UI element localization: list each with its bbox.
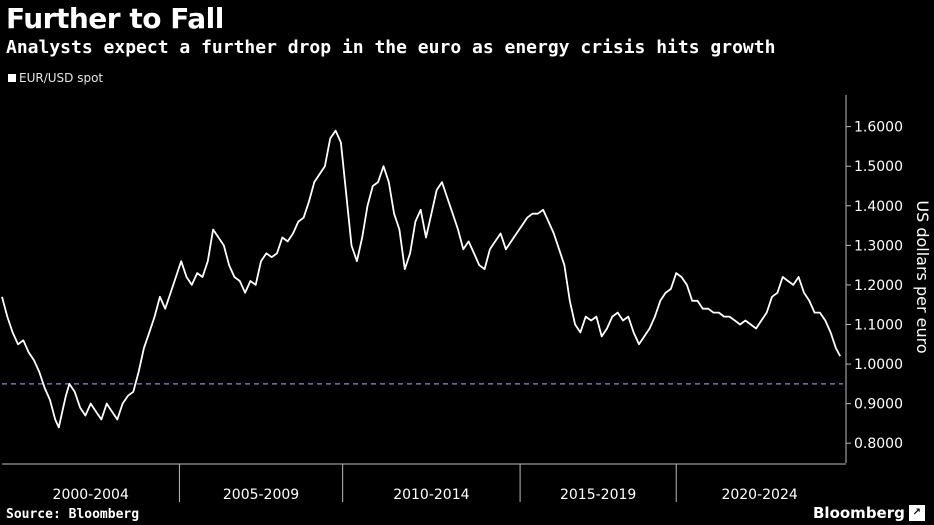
brand-label: Bloomberg	[813, 504, 905, 522]
x-group-label: 2020-2024	[721, 487, 797, 503]
y-tick-label: 0.8000	[854, 436, 903, 452]
x-group-label: 2005-2009	[223, 487, 299, 503]
source-note: Source: Bloomberg	[6, 507, 140, 522]
x-group-label: 2000-2004	[53, 487, 129, 503]
x-group-label: 2015-2019	[560, 487, 636, 503]
legend: EUR/USD spot	[8, 70, 103, 86]
y-tick-label: 1.1000	[854, 318, 903, 334]
x-group-label: 2010-2014	[393, 487, 469, 503]
chart-title: Further to Fall	[6, 2, 224, 35]
external-link-icon[interactable]: ↗	[908, 505, 925, 521]
y-tick-label: 1.4000	[854, 199, 903, 215]
y-tick-label: 0.9000	[854, 397, 903, 413]
y-tick-label: 1.6000	[854, 120, 903, 136]
series-line-eur-usd	[1, 129, 841, 429]
y-axis-title: US dollars per euro	[913, 200, 932, 353]
legend-label: EUR/USD spot	[19, 71, 104, 85]
y-tick-label: 1.3000	[854, 238, 903, 254]
y-tick-label: 1.0000	[854, 357, 903, 373]
y-tick-label: 1.5000	[854, 159, 903, 175]
chart-subtitle: Analysts expect a further drop in the eu…	[6, 37, 776, 58]
legend-swatch	[8, 74, 16, 82]
y-tick-label: 1.2000	[854, 278, 903, 294]
brand-logo[interactable]: Bloomberg ↗	[813, 503, 925, 523]
